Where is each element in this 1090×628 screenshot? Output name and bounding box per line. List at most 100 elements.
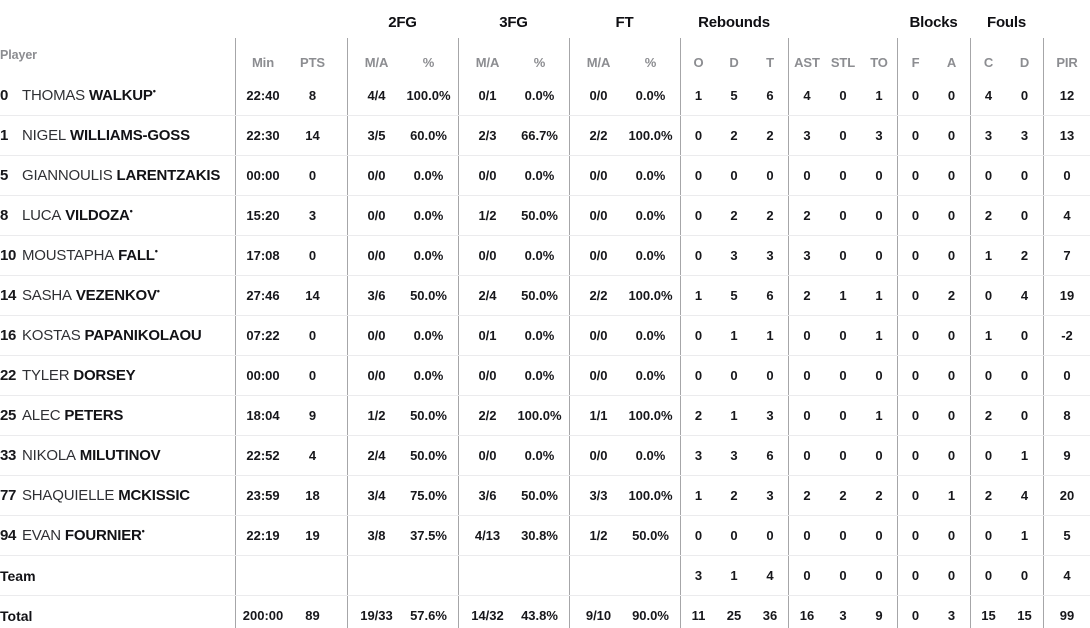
player-name: NIKOLA MILUTINOV xyxy=(22,447,161,464)
player-name-cell: 8 LUCA VILDOZA• xyxy=(0,196,235,235)
cell-blk-a: 0 xyxy=(947,248,956,263)
cell-ft-pct: 0.0% xyxy=(635,328,666,343)
player-first-name: NIGEL xyxy=(22,127,67,144)
cell-3fg-pct xyxy=(516,556,569,595)
cell-ft-ma: 0/0 xyxy=(569,156,627,195)
cell-reb-o: 0 xyxy=(680,516,716,555)
player-number: 5 xyxy=(0,167,9,184)
cell-blk-f: 0 xyxy=(897,236,933,275)
cell-foul-d: 15 xyxy=(1017,608,1032,623)
cell-3fg-pct: 0.0% xyxy=(524,368,555,383)
cell-ft-pct: 0.0% xyxy=(635,208,666,223)
cell-ast: 0 xyxy=(788,396,825,435)
cell-blk-a: 0 xyxy=(947,128,956,143)
cell-reb-t: 6 xyxy=(766,288,774,303)
cell-reb-o: 1 xyxy=(680,476,716,515)
cell-2fg-pct: 100.0% xyxy=(406,87,451,103)
cell-pts xyxy=(290,556,347,595)
starter-marker-icon: • xyxy=(156,286,160,296)
cell-2fg-pct: 0.0% xyxy=(413,248,444,263)
cell-blk-a: 0 xyxy=(947,448,956,463)
cell-3fg-ma: 2/4 xyxy=(458,276,516,315)
cell-reb-o: 0 xyxy=(680,356,716,395)
cell-pir: 4 xyxy=(1043,556,1090,595)
starter-marker-icon: • xyxy=(154,246,158,256)
cell-2fg-ma: 1/2 xyxy=(347,396,405,435)
cell-to: 1 xyxy=(875,87,883,103)
cell-foul-c: 2 xyxy=(970,396,1006,435)
cell-blk-a: 0 xyxy=(947,368,956,383)
cell-ft-ma: 0/0 xyxy=(569,196,627,235)
cell-reb-d: 5 xyxy=(730,288,738,303)
total-row: Total 200:00 89 19/33 57.6% 14/32 43.8% … xyxy=(0,595,1090,628)
cell-foul-c: 0 xyxy=(970,556,1006,595)
cell-blk-a: 0 xyxy=(947,87,956,103)
cell-2fg-ma: 0/0 xyxy=(347,156,405,195)
cell-ast: 3 xyxy=(788,236,825,275)
cell-min: 15:20 xyxy=(235,196,290,235)
cell-2fg-pct: 0.0% xyxy=(413,328,444,343)
cell-stl: 0 xyxy=(839,528,847,543)
cell-reb-d: 1 xyxy=(730,408,738,423)
player-number: 25 xyxy=(0,407,17,424)
cell-pts: 18 xyxy=(305,488,320,503)
player-last-name: PAPANIKOLAOU xyxy=(84,327,202,344)
cell-reb-t: 0 xyxy=(766,528,774,543)
cell-stl: 2 xyxy=(839,488,847,503)
cell-pir: 4 xyxy=(1043,196,1090,235)
cell-foul-d: 0 xyxy=(1020,168,1029,183)
cell-reb-d: 3 xyxy=(730,448,738,463)
cell-reb-d: 2 xyxy=(730,128,738,143)
cell-stl: 3 xyxy=(839,608,847,623)
cell-reb-t: 0 xyxy=(766,168,774,183)
cell-2fg-pct: 50.0% xyxy=(410,408,447,423)
cell-ft-ma: 9/10 xyxy=(569,596,627,628)
cell-blk-f: 0 xyxy=(897,316,933,355)
player-number: 8 xyxy=(0,207,9,224)
cell-2fg-ma xyxy=(347,556,405,595)
player-number: 94 xyxy=(0,527,17,544)
player-name-cell: Total xyxy=(0,596,235,628)
player-number: 33 xyxy=(0,447,17,464)
cell-3fg-pct: 43.8% xyxy=(521,608,558,623)
cell-pts: 89 xyxy=(305,608,320,623)
col-header-ft-ma: M/A xyxy=(569,38,627,75)
player-row: 22 TYLER DORSEY 00:00 0 0/0 0.0% 0/0 0.0%… xyxy=(0,355,1090,395)
cell-3fg-pct: 0.0% xyxy=(524,248,555,263)
cell-reb-t: 3 xyxy=(766,248,774,263)
player-name-cell: 33 NIKOLA MILUTINOV xyxy=(0,436,235,475)
cell-blk-f: 0 xyxy=(897,516,933,555)
cell-min: 22:52 xyxy=(235,436,290,475)
player-last-name: WALKUP xyxy=(88,86,153,104)
cell-blk-a: 0 xyxy=(947,208,956,223)
cell-to: 2 xyxy=(875,488,883,503)
cell-foul-d: 0 xyxy=(1020,208,1029,223)
group-header-2fg: 2FG xyxy=(388,13,417,31)
player-number: 14 xyxy=(0,287,17,304)
col-header-min: Min xyxy=(235,38,290,75)
cell-blk-f: 0 xyxy=(897,396,933,435)
cell-2fg-pct: 50.0% xyxy=(410,288,447,303)
cell-reb-d: 2 xyxy=(730,208,738,223)
player-first-name: EVAN xyxy=(22,527,61,544)
cell-ft-pct: 100.0% xyxy=(628,488,673,503)
cell-reb-o: 0 xyxy=(680,156,716,195)
cell-ast: 0 xyxy=(788,436,825,475)
cell-3fg-pct: 0.0% xyxy=(524,87,555,103)
cell-reb-o: 3 xyxy=(680,556,716,595)
cell-3fg-pct: 0.0% xyxy=(524,448,555,463)
cell-foul-c: 1 xyxy=(970,236,1006,275)
cell-pts: 14 xyxy=(305,128,320,143)
cell-min: 00:00 xyxy=(235,156,290,195)
cell-2fg-pct: 60.0% xyxy=(410,128,447,143)
cell-3fg-pct: 50.0% xyxy=(521,488,558,503)
table-body: 0 THOMAS WALKUP• 22:40 8 4/4 100.0% 0/1 0… xyxy=(0,75,1090,628)
cell-min: 00:00 xyxy=(235,356,290,395)
cell-min: 22:40 xyxy=(235,75,290,115)
player-name: THOMAS WALKUP• xyxy=(22,85,156,104)
cell-min: 18:04 xyxy=(235,396,290,435)
starter-marker-icon: • xyxy=(152,85,156,96)
cell-2fg-ma: 0/0 xyxy=(347,316,405,355)
cell-ast: 0 xyxy=(788,516,825,555)
cell-blk-f: 0 xyxy=(897,156,933,195)
